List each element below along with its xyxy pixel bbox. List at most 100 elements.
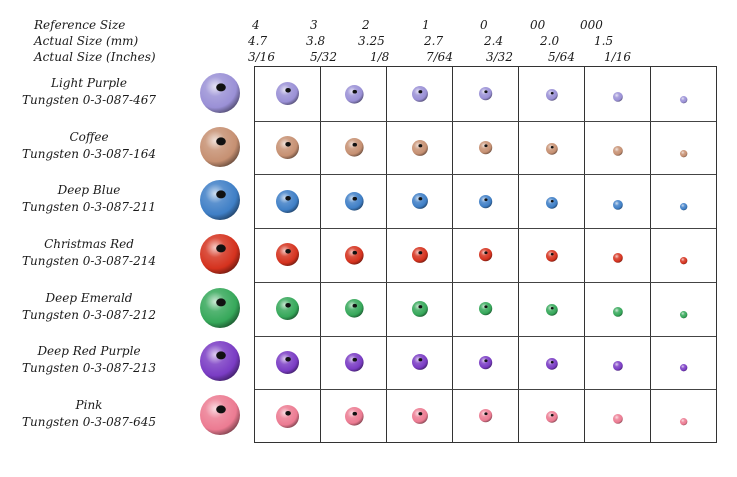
sample-bead-large (199, 179, 241, 225)
grid-column-divider (650, 67, 651, 442)
bead-size-sample (478, 355, 493, 374)
grid-row-divider (255, 282, 716, 283)
bead-size-sample (411, 353, 429, 375)
bead-size-sample (679, 197, 688, 216)
color-name: Coffee (69, 129, 109, 144)
bead-size-sample (679, 304, 688, 323)
color-name: Deep Emerald (45, 290, 133, 305)
bead-size-sample (545, 302, 559, 321)
product-code: Tungsten 0-3-087-211 (21, 200, 156, 215)
bead-size-sample (275, 135, 300, 164)
reference-size-value: 00 (530, 18, 546, 32)
header-label-actual-mm: Actual Size (mm) (34, 34, 139, 48)
header-label-reference-size: Reference Size (34, 18, 126, 32)
bead-size-sample (275, 242, 300, 271)
reference-size-value: 000 (580, 18, 603, 32)
bead-size-sample (545, 248, 559, 267)
sample-bead-large (199, 340, 241, 386)
product-code: Tungsten 0-3-087-645 (21, 415, 156, 430)
reference-size-value: 2 (362, 18, 370, 32)
bead-size-sample (411, 300, 429, 322)
color-name: Christmas Red (44, 236, 134, 251)
bead-size-sample (411, 407, 429, 429)
color-row-label: Deep Emerald Tungsten 0-3-087-212 (0, 290, 178, 324)
bead-size-sample (679, 358, 688, 377)
header-label-actual-inches: Actual Size (Inches) (34, 50, 156, 64)
product-code: Tungsten 0-3-087-164 (21, 146, 156, 161)
bead-size-sample (411, 192, 429, 214)
bead-size-sample (411, 139, 429, 161)
bead-size-sample (478, 301, 493, 320)
bead-size-sample (275, 350, 300, 379)
product-code: Tungsten 0-3-087-213 (21, 361, 156, 376)
bead-size-sample (344, 84, 365, 109)
bead-size-sample (612, 249, 624, 268)
bead-size-sample (275, 296, 300, 325)
bead-size-sample (411, 246, 429, 268)
actual-inches-value: 1/16 (604, 50, 631, 64)
bead-size-sample (612, 410, 624, 429)
color-row-label: Christmas Red Tungsten 0-3-087-214 (0, 236, 178, 270)
color-row-label: Deep Blue Tungsten 0-3-087-211 (0, 182, 178, 216)
bead-size-sample (478, 140, 493, 159)
grid-row-divider (255, 389, 716, 390)
color-row-label: Deep Red Purple Tungsten 0-3-087-213 (0, 343, 178, 377)
sample-bead-large (199, 394, 241, 440)
bead-size-sample (344, 298, 365, 323)
reference-size-value: 0 (480, 18, 488, 32)
grid-row-divider (255, 228, 716, 229)
actual-mm-value: 2.0 (540, 34, 560, 48)
color-row-label: Pink Tungsten 0-3-087-645 (0, 397, 178, 431)
bead-size-sample (344, 352, 365, 377)
color-name: Deep Blue (57, 183, 121, 198)
bead-size-sample (679, 411, 688, 430)
reference-size-value: 3 (310, 18, 318, 32)
bead-size-sample (344, 406, 365, 431)
color-row-label: Coffee Tungsten 0-3-087-164 (0, 129, 178, 163)
product-code: Tungsten 0-3-087-467 (21, 92, 156, 107)
actual-mm-value: 1.5 (594, 34, 614, 48)
actual-inches-value: 5/64 (548, 50, 575, 64)
reference-size-value: 4 (252, 18, 260, 32)
grid-row-divider (255, 174, 716, 175)
grid-column-divider (386, 67, 387, 442)
actual-inches-value: 3/16 (248, 50, 275, 64)
bead-size-sample (478, 247, 493, 266)
bead-size-sample (545, 194, 559, 213)
grid-row-divider (255, 336, 716, 337)
actual-mm-value: 4.7 (248, 34, 268, 48)
actual-inches-value: 3/32 (486, 50, 513, 64)
bead-size-sample (344, 245, 365, 270)
actual-mm-value: 2.4 (484, 34, 504, 48)
bead-size-sample (478, 194, 493, 213)
bead-size-sample (344, 191, 365, 216)
bead-size-sample (679, 143, 688, 162)
actual-mm-value: 3.8 (306, 34, 326, 48)
bead-size-sample (545, 355, 559, 374)
sample-bead-large (199, 126, 241, 172)
actual-mm-value: 3.25 (358, 34, 385, 48)
bead-size-sample (612, 88, 624, 107)
color-row-label: Light Purple Tungsten 0-3-087-467 (0, 75, 178, 109)
sample-bead-large (199, 233, 241, 279)
bead-size-sample (478, 86, 493, 105)
bead-size-sample (411, 85, 429, 107)
bead-size-sample (612, 356, 624, 375)
grid-column-divider (584, 67, 585, 442)
product-code: Tungsten 0-3-087-212 (21, 307, 156, 322)
bead-size-sample (612, 303, 624, 322)
bead-size-sample (545, 409, 559, 428)
actual-mm-value: 2.7 (424, 34, 444, 48)
bead-size-sample (679, 250, 688, 269)
bead-size-sample (275, 189, 300, 218)
bead-size-sample (275, 404, 300, 433)
actual-inches-value: 1/8 (370, 50, 390, 64)
color-name: Light Purple (50, 75, 127, 90)
bead-size-sample (344, 137, 365, 162)
bead-size-sample (275, 81, 300, 110)
actual-inches-value: 7/64 (426, 50, 453, 64)
sample-bead-large (199, 72, 241, 118)
reference-size-value: 1 (422, 18, 430, 32)
grid-column-divider (452, 67, 453, 442)
color-name: Pink (75, 398, 103, 413)
